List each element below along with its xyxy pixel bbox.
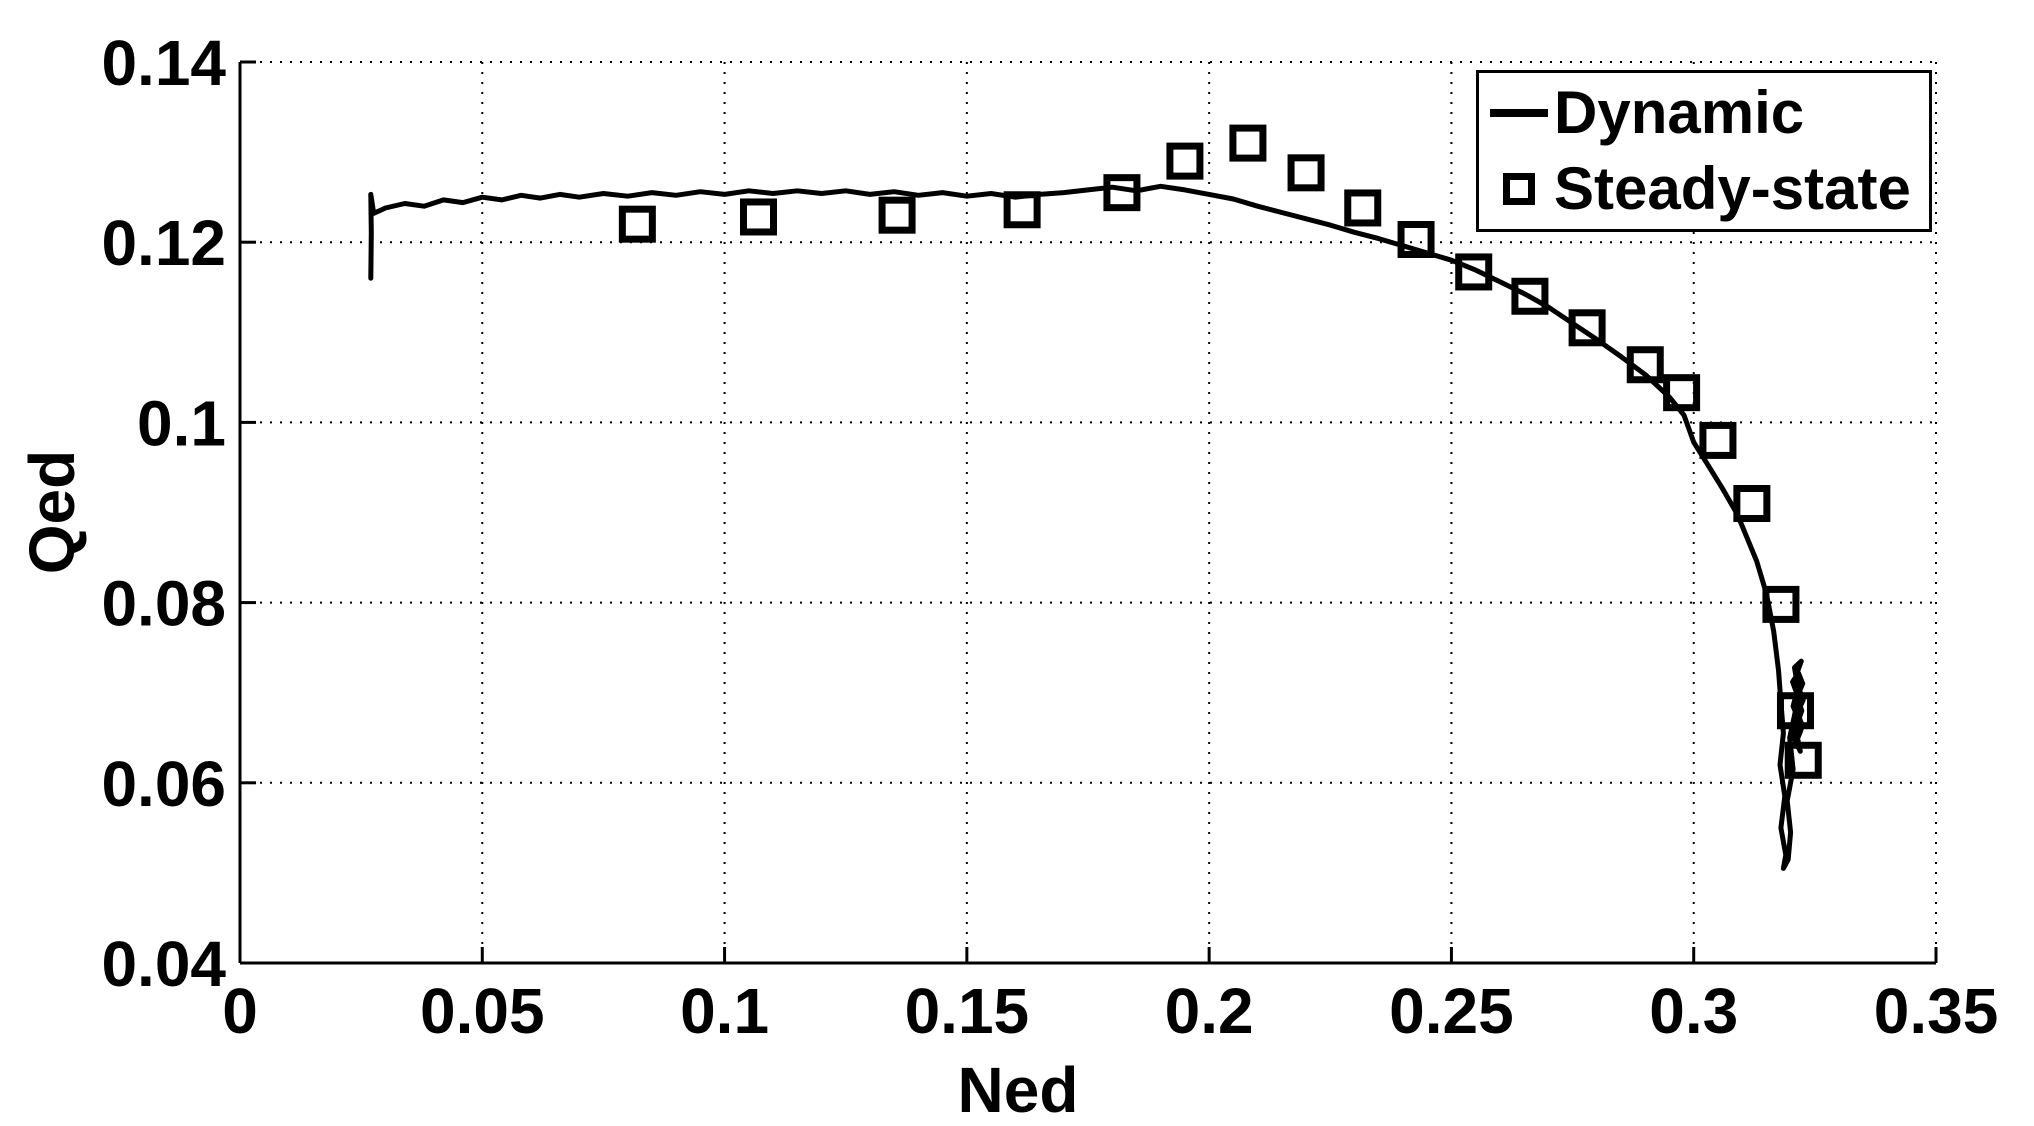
series-steady-state-marker <box>1455 253 1493 291</box>
series-steady-state-marker <box>1287 154 1325 192</box>
series-steady-state-marker <box>739 198 777 236</box>
x-tick-label: 0.05 <box>420 975 545 1047</box>
legend-label-steady-state: Steady-state <box>1554 154 1911 222</box>
series-steady-state-marker <box>1626 346 1664 384</box>
x-tick-label: 0.3 <box>1649 975 1738 1047</box>
series-steady-state-marker <box>1511 277 1549 315</box>
series-steady-state-marker <box>1003 191 1041 229</box>
series-steady-state-marker <box>1733 484 1771 522</box>
x-tick-label: 0.25 <box>1389 975 1514 1047</box>
series-steady-state-marker <box>618 205 656 243</box>
series-steady-state-marker <box>1776 692 1814 730</box>
series-steady-state-marker <box>1166 142 1204 180</box>
x-axis-label: Ned <box>957 1054 1079 1126</box>
y-tick-label: 0.1 <box>137 387 226 459</box>
y-axis-label: Qed <box>16 449 88 575</box>
y-tick-label: 0.04 <box>101 928 226 1000</box>
y-tick-label: 0.14 <box>101 27 226 99</box>
series-steady-state-marker <box>1568 309 1606 347</box>
legend-entry-steady-state: Steady-state <box>1479 154 1929 224</box>
series-steady-state-marker <box>1663 374 1701 412</box>
series-steady-state-marker <box>1397 220 1435 258</box>
series-steady-state-marker <box>1784 741 1822 779</box>
x-tick-label: 0.35 <box>1874 975 1999 1047</box>
series-steady-state-marker <box>1103 174 1141 212</box>
series-steady-state-marker <box>878 196 916 234</box>
y-tick-label: 0.06 <box>101 748 226 820</box>
x-tick-label: 0.2 <box>1165 975 1254 1047</box>
y-tick-label: 0.08 <box>101 568 226 640</box>
legend: Dynamic Steady-state <box>1476 70 1932 232</box>
x-tick-label: 0.15 <box>905 975 1030 1047</box>
x-tick-label: 0 <box>222 975 258 1047</box>
legend-label-dynamic: Dynamic <box>1554 79 1805 147</box>
series-dynamic-line <box>368 183 1806 871</box>
legend-square-marker-icon <box>1488 172 1550 205</box>
series-steady-state-marker <box>1344 189 1382 227</box>
x-tick-label: 0.1 <box>680 975 769 1047</box>
series-steady-state-marker <box>1699 421 1737 459</box>
legend-line-sample-icon <box>1488 109 1550 118</box>
legend-entry-dynamic: Dynamic <box>1479 78 1929 148</box>
series-steady-state-marker <box>1229 124 1267 162</box>
series-steady-state-marker <box>1762 585 1800 623</box>
y-tick-label: 0.12 <box>101 207 226 279</box>
